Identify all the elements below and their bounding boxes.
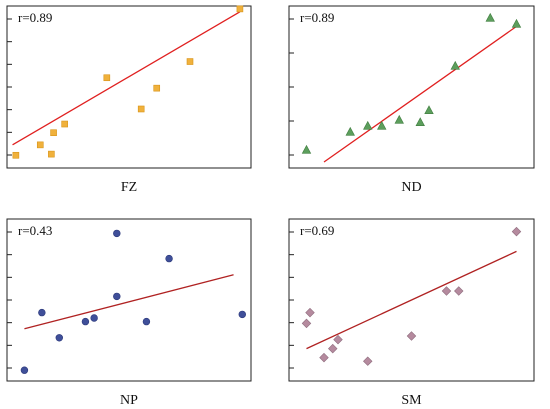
data-point bbox=[90, 314, 98, 322]
data-point bbox=[333, 334, 343, 345]
data-point bbox=[61, 120, 68, 128]
data-point bbox=[20, 366, 29, 374]
data-point bbox=[305, 307, 315, 318]
x-axis-label: FZ bbox=[121, 180, 137, 195]
data-point bbox=[511, 18, 522, 28]
panel-np: r=0.43 NP bbox=[6, 218, 252, 408]
x-axis-label: SM bbox=[401, 393, 422, 408]
data-point bbox=[55, 334, 63, 342]
data-point bbox=[142, 317, 151, 326]
data-point bbox=[394, 114, 404, 124]
plot-frame bbox=[288, 5, 535, 169]
data-point bbox=[186, 58, 194, 65]
data-point bbox=[113, 292, 121, 301]
data-point bbox=[165, 254, 173, 263]
data-point bbox=[301, 144, 312, 154]
data-point bbox=[363, 120, 373, 130]
data-point bbox=[406, 331, 417, 341]
data-point bbox=[301, 318, 312, 329]
data-point bbox=[424, 105, 434, 114]
data-point bbox=[36, 141, 44, 149]
data-point bbox=[236, 5, 244, 13]
data-point bbox=[485, 12, 495, 22]
correlation-label: r=0.89 bbox=[18, 10, 52, 25]
data-point bbox=[363, 356, 373, 366]
data-point bbox=[454, 286, 464, 296]
correlation-label: r=0.89 bbox=[300, 10, 334, 25]
data-point bbox=[450, 60, 460, 70]
correlation-label: r=0.69 bbox=[300, 223, 334, 238]
fit-line bbox=[323, 25, 517, 163]
plot-frame bbox=[6, 5, 252, 169]
data-point bbox=[377, 120, 387, 130]
data-point bbox=[441, 286, 452, 296]
data-point bbox=[113, 229, 121, 238]
data-point bbox=[103, 74, 111, 82]
plot-frame bbox=[6, 218, 252, 382]
data-point bbox=[153, 84, 161, 92]
data-point bbox=[345, 126, 355, 136]
fit-line bbox=[24, 274, 234, 330]
data-point bbox=[81, 317, 90, 326]
data-point bbox=[50, 129, 57, 137]
data-point bbox=[415, 117, 425, 126]
fit-line bbox=[306, 250, 517, 350]
data-point bbox=[319, 352, 329, 363]
data-point bbox=[38, 308, 46, 317]
data-point bbox=[137, 105, 145, 113]
data-point bbox=[12, 151, 20, 159]
data-point bbox=[511, 226, 522, 237]
panel-sm: r=0.69 SM bbox=[288, 218, 535, 408]
fit-line bbox=[12, 11, 241, 146]
x-axis-label: NP bbox=[120, 393, 138, 408]
data-point bbox=[328, 343, 338, 354]
panel-nd: r=0.89 ND bbox=[288, 5, 535, 195]
correlation-label: r=0.43 bbox=[18, 223, 52, 238]
x-axis-label: ND bbox=[401, 180, 421, 195]
data-point bbox=[238, 310, 246, 319]
data-point bbox=[48, 150, 55, 158]
panel-fz: r=0.89 FZ bbox=[6, 5, 252, 195]
